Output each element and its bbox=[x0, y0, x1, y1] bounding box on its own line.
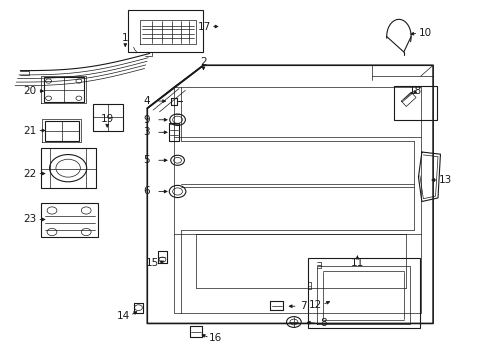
Text: 10: 10 bbox=[419, 28, 432, 38]
Bar bbox=[394, 86, 437, 120]
Text: 18: 18 bbox=[408, 86, 422, 96]
Text: 12: 12 bbox=[309, 300, 322, 310]
Text: 14: 14 bbox=[117, 311, 130, 320]
Text: 11: 11 bbox=[351, 258, 364, 268]
Bar bbox=[41, 203, 98, 237]
Text: 22: 22 bbox=[24, 168, 37, 179]
Text: 2: 2 bbox=[200, 57, 207, 67]
Text: 8: 8 bbox=[320, 319, 326, 328]
Bar bbox=[44, 77, 84, 102]
Text: 19: 19 bbox=[100, 114, 114, 124]
Text: 7: 7 bbox=[300, 301, 307, 311]
Text: 3: 3 bbox=[143, 127, 149, 137]
Bar bbox=[308, 258, 420, 328]
Text: 13: 13 bbox=[439, 175, 452, 185]
Text: 17: 17 bbox=[198, 22, 212, 32]
Text: 9: 9 bbox=[143, 115, 149, 125]
Bar bbox=[93, 104, 123, 131]
Text: 20: 20 bbox=[24, 86, 37, 96]
Text: 4: 4 bbox=[143, 96, 149, 106]
Text: 23: 23 bbox=[24, 215, 37, 224]
Text: 16: 16 bbox=[209, 333, 222, 343]
Bar bbox=[128, 10, 203, 51]
Text: 1: 1 bbox=[122, 33, 128, 43]
Bar bbox=[45, 121, 79, 140]
Text: 6: 6 bbox=[143, 186, 149, 197]
Text: 5: 5 bbox=[143, 155, 149, 165]
Text: 15: 15 bbox=[146, 258, 159, 268]
Text: 21: 21 bbox=[24, 126, 37, 135]
